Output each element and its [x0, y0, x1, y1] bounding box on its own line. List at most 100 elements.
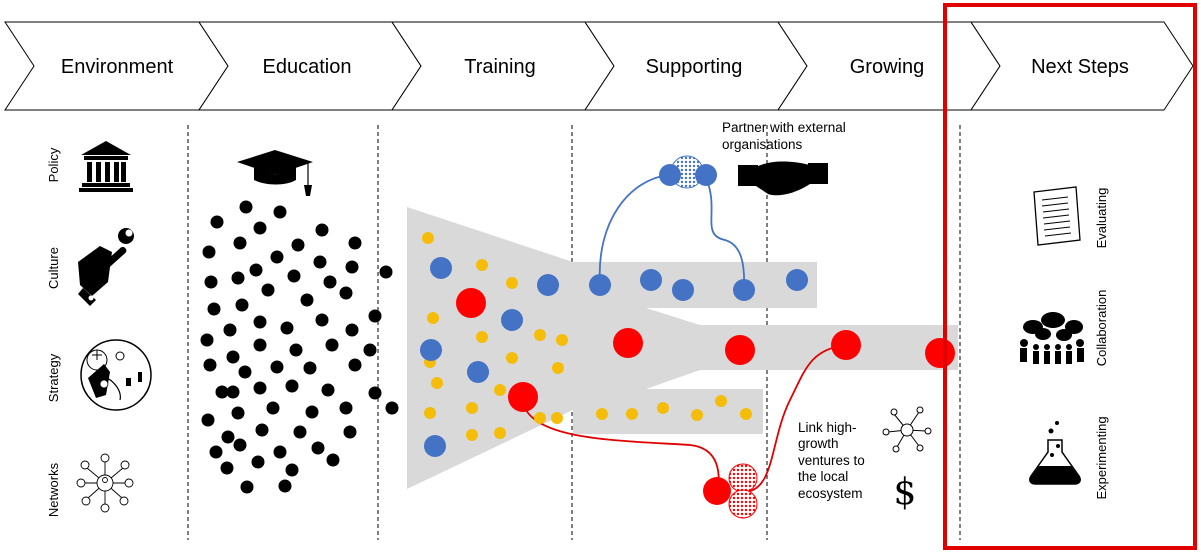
- stage-chevron-next-steps: [970, 21, 1194, 111]
- black-dot: [226, 385, 240, 399]
- black-dot: [209, 445, 223, 459]
- ecosystem-node-cluster: [703, 463, 758, 519]
- black-dot: [220, 461, 234, 475]
- stage-label-training: Training: [464, 56, 536, 78]
- hand-wrench-icon: [78, 228, 134, 306]
- yellow-dot: [494, 427, 506, 439]
- yellow-dot: [466, 402, 478, 414]
- red-connector-right: [744, 344, 846, 493]
- chess-strategy-icon: [80, 339, 152, 411]
- blue-dot: [786, 269, 808, 291]
- yellow-dot: [427, 312, 439, 324]
- yellow-dot: [424, 407, 436, 419]
- black-dot: [345, 323, 359, 337]
- black-dot: [305, 405, 319, 419]
- black-dot: [300, 293, 314, 307]
- yellow-dot: [596, 408, 608, 420]
- red-dot: [831, 330, 861, 360]
- yellow-dot: [476, 331, 488, 343]
- lane-supporting-top: [573, 262, 817, 308]
- black-dot: [315, 313, 329, 327]
- black-dot: [315, 223, 329, 237]
- ecosystem-node-pattern-bottom: [728, 489, 758, 519]
- yellow-dot: [551, 412, 563, 424]
- black-dot: [231, 271, 245, 285]
- black-dot: [323, 275, 337, 289]
- black-dot: [325, 338, 339, 352]
- env-label-networks: Networks: [46, 462, 61, 517]
- black-dot: [303, 361, 317, 375]
- black-dot: [249, 263, 263, 277]
- black-dot: [289, 343, 303, 357]
- black-dot: [200, 333, 214, 347]
- blue-dot: [430, 257, 452, 279]
- yellow-dot: [556, 334, 568, 346]
- black-dot: [204, 275, 218, 289]
- network-icon: [882, 406, 932, 453]
- black-dot: [285, 463, 299, 477]
- link-annotation-line-5: ecosystem: [798, 486, 863, 501]
- black-dot: [240, 480, 254, 494]
- stage-label-supporting: Supporting: [646, 56, 743, 78]
- black-dot: [233, 438, 247, 452]
- link-annotation-line-1: Link high-: [798, 420, 857, 435]
- black-dot: [285, 379, 299, 393]
- blue-connector-left: [598, 174, 669, 286]
- black-dot: [368, 386, 382, 400]
- flask-icon: [1029, 421, 1081, 485]
- black-dot: [253, 381, 267, 395]
- blue-connector-right: [705, 177, 746, 291]
- partner-node-left: [659, 164, 681, 186]
- red-dot: [925, 338, 955, 368]
- red-dot: [456, 288, 486, 318]
- black-dot: [385, 401, 399, 415]
- partner-node-cluster: [659, 155, 717, 189]
- yellow-dot: [431, 377, 443, 389]
- yellow-dot: [740, 408, 752, 420]
- black-dot: [313, 255, 327, 269]
- environment-items: Policy Culture Strategy Networks: [46, 141, 152, 517]
- next-label-evaluating: Evaluating: [1094, 188, 1109, 249]
- people-speech-bubbles-icon: [1020, 312, 1084, 364]
- next-steps-highlight-box: [943, 3, 1197, 550]
- black-dot: [287, 269, 301, 283]
- black-dot: [253, 338, 267, 352]
- black-dot: [201, 413, 215, 427]
- graduation-cap-icon: [237, 150, 313, 196]
- yellow-dot: [494, 384, 506, 396]
- black-dot: [339, 401, 353, 415]
- black-dot: [203, 358, 217, 372]
- black-dot: [238, 365, 252, 379]
- black-dot: [266, 401, 280, 415]
- partner-annotation: Partner with external organisations: [722, 120, 846, 152]
- black-dot: [379, 265, 393, 279]
- yellow-dot: [506, 277, 518, 289]
- government-building-icon: [79, 141, 133, 192]
- next-label-collaboration: Collaboration: [1094, 290, 1109, 367]
- stage-label-next-steps: Next Steps: [1031, 56, 1129, 78]
- black-dot: [215, 385, 229, 399]
- black-dot: [293, 425, 307, 439]
- pipeline-funnel: [407, 207, 958, 489]
- stage-chevrons: [4, 21, 1194, 111]
- yellow-dot: [466, 429, 478, 441]
- ecosystem-node-red: [703, 477, 731, 505]
- link-annotation: Link high- growth ventures to the local …: [798, 420, 865, 501]
- black-dot: [210, 215, 224, 229]
- lane-growth-middle: [573, 308, 958, 389]
- blue-dot: [501, 309, 523, 331]
- blue-dot: [672, 279, 694, 301]
- partner-annotation-line-1: Partner with external: [722, 120, 846, 135]
- black-dot: [231, 406, 245, 420]
- next-label-experimenting: Experimenting: [1094, 416, 1109, 499]
- yellow-dot: [422, 232, 434, 244]
- red-dot: [508, 382, 538, 412]
- blue-dot: [420, 339, 442, 361]
- red-dot: [613, 328, 643, 358]
- red-dot: [725, 335, 755, 365]
- black-dot: [348, 358, 362, 372]
- next-steps-items: Evaluating Collaboration: [1020, 186, 1109, 500]
- link-annotation-line-2: growth: [798, 436, 839, 451]
- black-dot: [273, 445, 287, 459]
- blue-dot: [467, 361, 489, 383]
